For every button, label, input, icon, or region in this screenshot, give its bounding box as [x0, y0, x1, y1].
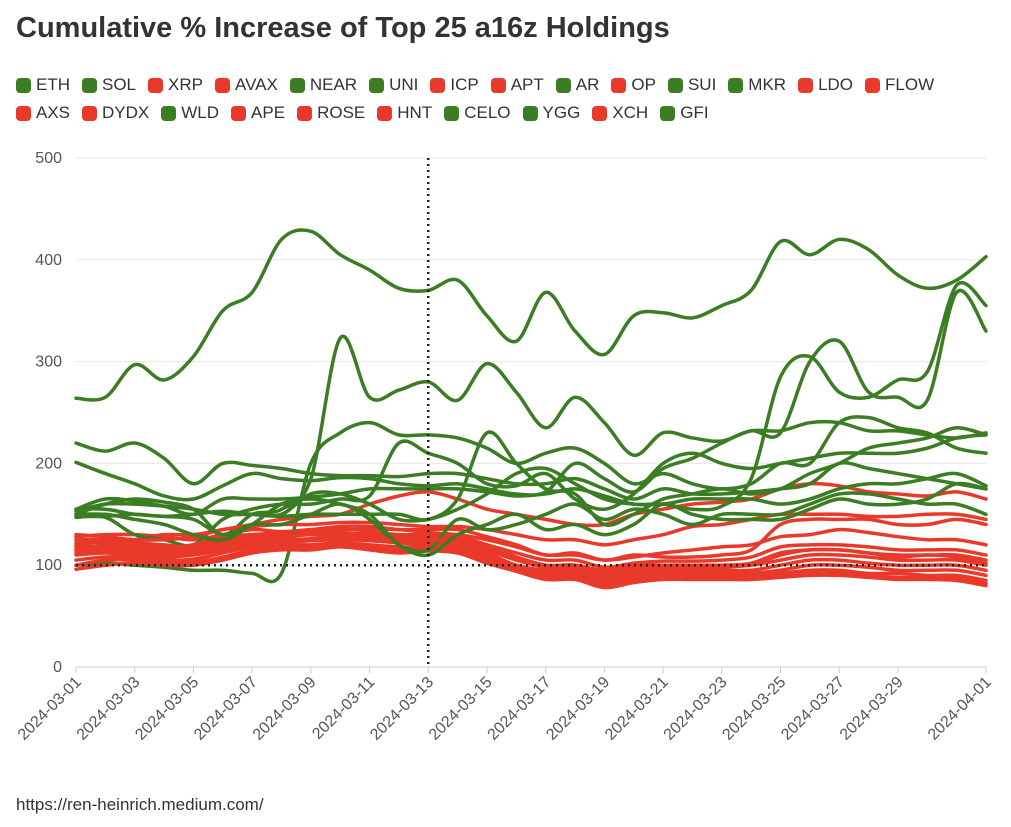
legend-item[interactable]: SOL: [82, 74, 136, 96]
legend-label: OP: [631, 75, 656, 94]
series-line: [74, 415, 988, 584]
legend-label: SOL: [102, 75, 137, 94]
legend-item[interactable]: GFI: [660, 102, 709, 124]
legend-swatch: [289, 77, 305, 93]
legend: ETH SOL XRP AVAX NEAR UNI ICP APT AR OP SUI MKR LDO F…: [16, 74, 966, 124]
legend-item[interactable]: XRP: [148, 74, 203, 96]
source-note: https://ren-heinrich.medium.com/: [16, 795, 264, 814]
legend-swatch: [490, 77, 506, 93]
legend-item[interactable]: UNI: [369, 74, 418, 96]
series-line: [74, 545, 988, 590]
legend-label: CELO: [464, 103, 511, 122]
legend-label: ROSE: [317, 103, 366, 122]
legend-swatch: [231, 105, 247, 121]
x-tick-label: 2024-04-01: [925, 674, 995, 744]
legend-label: ICP: [450, 75, 479, 94]
legend-label: MKR: [748, 75, 787, 94]
legend-label: NEAR: [309, 75, 358, 94]
legend-swatch: [444, 105, 460, 121]
legend-label: APT: [510, 75, 544, 94]
series-line: [74, 512, 988, 547]
legend-item[interactable]: SUI: [667, 74, 717, 96]
legend-item[interactable]: AVAX: [215, 74, 278, 96]
legend-swatch: [16, 105, 31, 121]
legend-label: SUI: [687, 75, 717, 94]
legend-label: AVAX: [235, 75, 278, 94]
legend-item[interactable]: FLOW: [865, 74, 934, 96]
legend-swatch: [611, 77, 627, 93]
legend-item[interactable]: DYDX: [82, 102, 149, 124]
legend-label: DYDX: [102, 103, 150, 122]
legend-label: LDO: [818, 75, 854, 94]
legend-item[interactable]: HNT: [377, 102, 432, 124]
legend-swatch: [148, 77, 164, 93]
legend-item[interactable]: APE: [231, 102, 285, 124]
legend-swatch: [16, 77, 31, 93]
legend-swatch: [667, 77, 683, 93]
legend-item[interactable]: OP: [611, 74, 656, 96]
legend-swatch: [522, 105, 538, 121]
x-tick-label: 2024-03-09: [250, 674, 320, 744]
legend-swatch: [592, 105, 608, 121]
y-tick-label: 0: [53, 659, 62, 676]
legend-item[interactable]: WLD: [161, 102, 219, 124]
y-tick-label: 500: [35, 150, 62, 167]
legend-swatch: [377, 105, 393, 121]
series-line: [74, 466, 988, 523]
legend-item[interactable]: ICP: [430, 74, 479, 96]
legend-item[interactable]: ETH: [16, 74, 70, 96]
legend-swatch: [865, 77, 881, 93]
legend-item[interactable]: MKR: [728, 74, 786, 96]
legend-swatch: [82, 77, 97, 93]
legend-label: APE: [251, 103, 286, 122]
legend-label: FLOW: [885, 75, 935, 94]
legend-item[interactable]: XCH: [592, 102, 648, 124]
legend-item[interactable]: NEAR: [289, 74, 358, 96]
legend-swatch: [430, 77, 446, 93]
legend-swatch: [297, 105, 313, 121]
legend-label: GFI: [680, 103, 709, 122]
chart-title: Cumulative % Increase of Top 25 a16z Hol…: [16, 12, 670, 44]
y-tick-label: 100: [35, 557, 62, 574]
legend-label: XCH: [612, 103, 649, 122]
legend-item[interactable]: APT: [490, 74, 544, 96]
series-line: [74, 538, 988, 583]
legend-item[interactable]: AR: [555, 74, 600, 96]
series-line: [74, 281, 988, 517]
legend-label: AXS: [36, 103, 71, 122]
legend-swatch: [798, 77, 814, 93]
series-line: [74, 530, 988, 569]
legend-swatch: [215, 77, 230, 93]
series-line: [74, 536, 988, 576]
series-line: [74, 228, 988, 402]
legend-item[interactable]: AXS: [16, 102, 70, 124]
legend-swatch: [660, 105, 676, 121]
legend-label: ETH: [36, 75, 70, 94]
series-line: [74, 426, 988, 527]
legend-label: XRP: [168, 75, 203, 94]
chart: 01002003004005002024-03-012024-03-032024…: [15, 150, 995, 744]
legend-swatch: [82, 105, 98, 121]
legend-label: YGG: [542, 103, 581, 122]
y-tick-label: 200: [35, 455, 62, 472]
legend-item[interactable]: LDO: [798, 74, 853, 96]
legend-label: UNI: [389, 75, 419, 94]
legend-item[interactable]: CELO: [444, 102, 511, 124]
legend-label: HNT: [397, 103, 433, 122]
y-tick-label: 300: [35, 354, 62, 371]
legend-item[interactable]: YGG: [522, 102, 581, 124]
legend-swatch: [369, 77, 385, 93]
x-tick-label: 2024-03-29: [837, 674, 907, 744]
legend-item[interactable]: ROSE: [297, 102, 365, 124]
legend-label: WLD: [181, 103, 220, 122]
y-tick-label: 400: [35, 252, 62, 269]
legend-swatch: [728, 77, 744, 93]
legend-label: AR: [575, 75, 600, 94]
series-line: [74, 481, 988, 558]
legend-swatch: [555, 77, 571, 93]
legend-swatch: [161, 105, 177, 121]
series-line: [74, 532, 988, 578]
